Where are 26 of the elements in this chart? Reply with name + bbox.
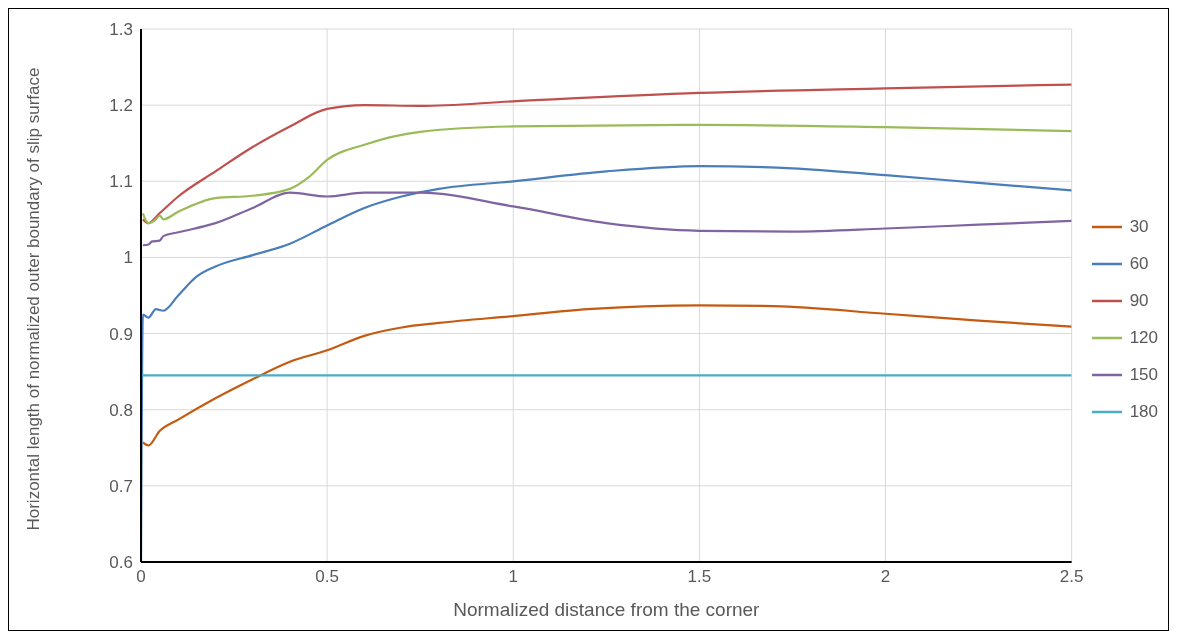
legend-label: 90 — [1129, 291, 1149, 311]
y-tick-label: 0.8 — [109, 400, 133, 420]
y-tick-label: 1.2 — [109, 96, 133, 116]
line-series — [141, 123, 1072, 225]
x-tick-label: 2.5 — [1059, 567, 1084, 587]
legend-label: 150 — [1129, 365, 1158, 385]
y-tick-label: 1.3 — [109, 20, 133, 40]
line-series — [141, 191, 1072, 247]
x-tick-label: 0 — [136, 567, 146, 587]
legend-label: 60 — [1129, 254, 1149, 274]
x-tick-label: 1.5 — [687, 567, 712, 587]
y-tick-label: 1 — [123, 248, 133, 268]
y-tick-label: 1.1 — [109, 172, 133, 192]
line-series — [141, 83, 1072, 225]
y-tick-label: 0.9 — [109, 324, 133, 344]
x-axis-title: Normalized distance from the corner — [453, 599, 761, 620]
line-series — [141, 304, 1072, 447]
y-tick-label: 0.6 — [109, 553, 133, 573]
y-axis-title: Horizontal length of normalized outer boundary of slip surface — [23, 66, 44, 533]
x-tick-label: 1 — [508, 567, 518, 587]
x-tick-label: 0.5 — [315, 567, 339, 587]
x-tick-label: 2 — [880, 567, 891, 587]
y-tick-label: 0.7 — [109, 476, 133, 496]
legend-label: 180 — [1129, 402, 1158, 422]
legend-label: 30 — [1129, 217, 1149, 237]
legend-label: 120 — [1129, 328, 1158, 348]
